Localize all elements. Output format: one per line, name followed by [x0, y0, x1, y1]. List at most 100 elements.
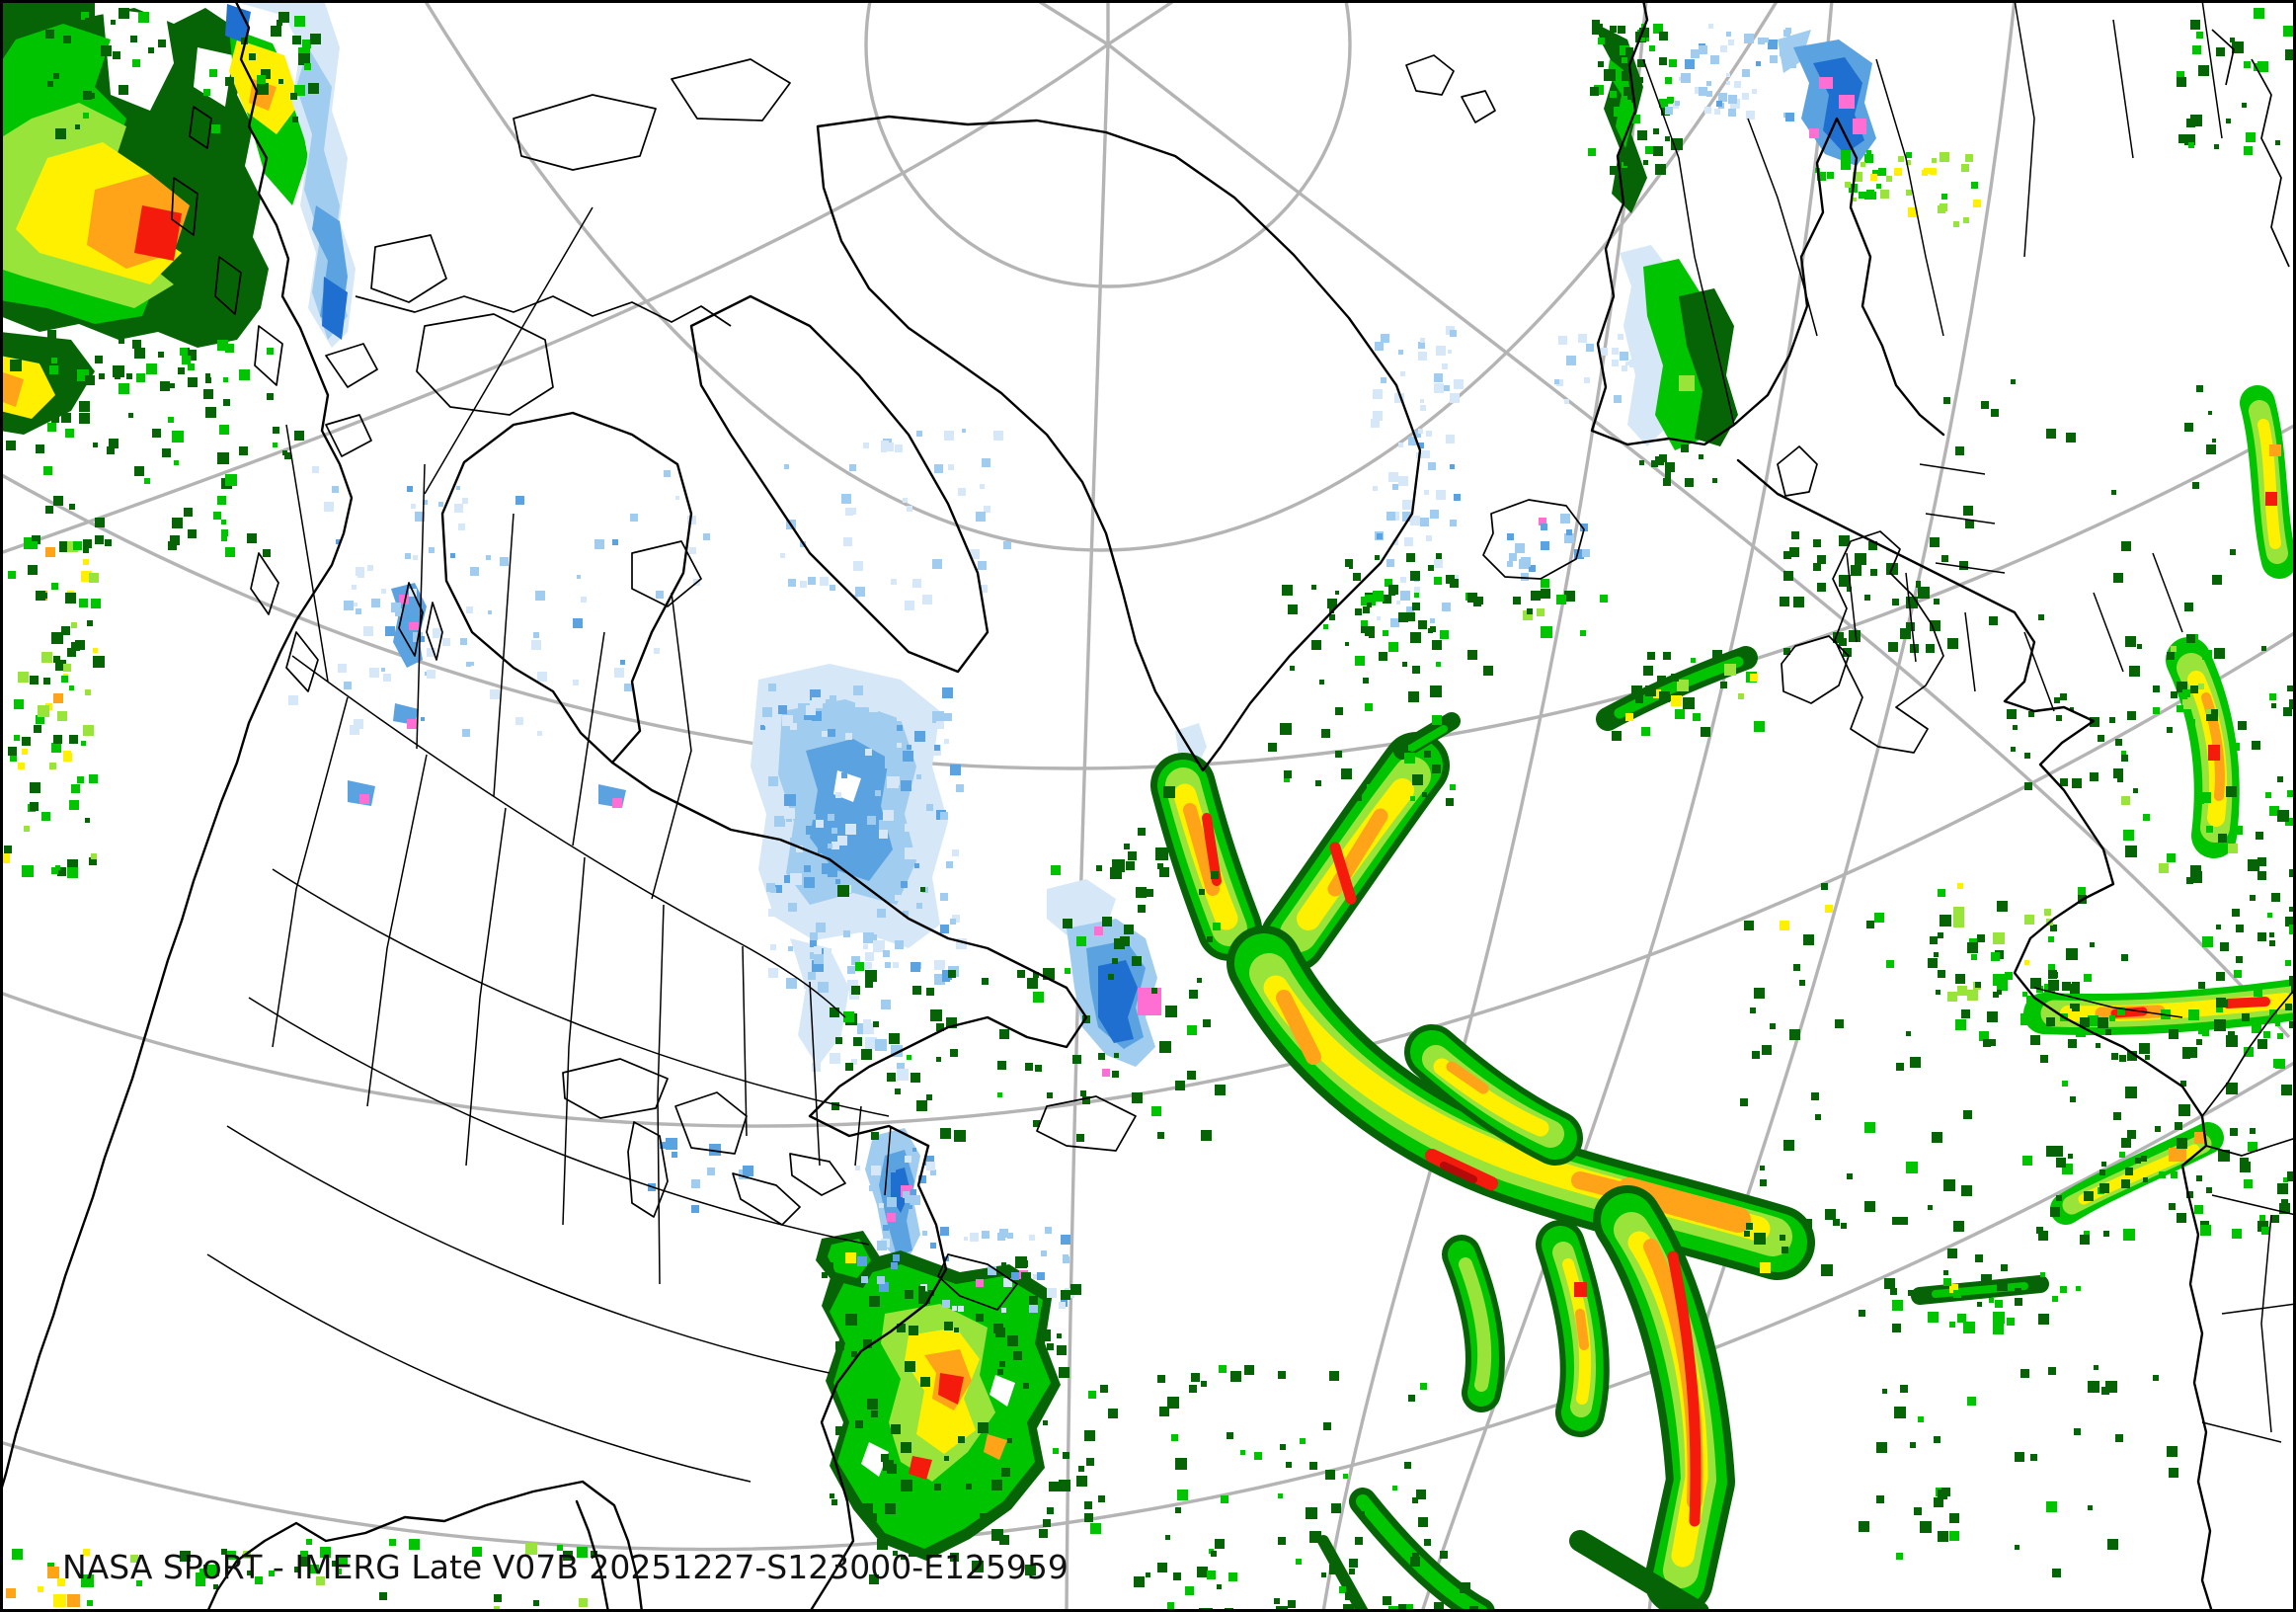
precip-speckles: [0, 8, 2296, 1612]
precip-speck: [1989, 1039, 1996, 1046]
precip-speck: [1408, 691, 1419, 702]
precip-speck: [205, 373, 210, 378]
precip-speck: [126, 373, 132, 379]
precip-speck: [1841, 160, 1851, 170]
precip-speck: [2194, 1205, 2203, 1214]
precip-speck: [2275, 1021, 2280, 1026]
precip-speck: [172, 518, 183, 528]
precip-speck: [73, 541, 82, 550]
precip-speck: [1515, 543, 1525, 553]
precip-speck: [1039, 1330, 1051, 1341]
precip-speck: [132, 59, 140, 67]
precip-speck: [1001, 1308, 1006, 1313]
precip-speck: [2279, 1203, 2290, 1214]
precip-speck: [845, 824, 856, 835]
precip-speck: [1943, 1278, 1951, 1286]
precip-speck: [1955, 1019, 1966, 1030]
precip-speck: [1523, 610, 1533, 620]
coast-europe-atlantic: [1736, 458, 2214, 1612]
precip-speck: [1758, 38, 1765, 44]
precip-speck: [1955, 974, 1965, 984]
precip-speck: [77, 776, 84, 783]
precip-speck: [306, 1539, 312, 1545]
precip-speck: [855, 695, 867, 707]
precip-speck: [1932, 1132, 1942, 1143]
precip-speck: [2230, 38, 2235, 42]
precip-speck: [806, 705, 816, 715]
precip-speck: [1671, 138, 1683, 150]
precip-speck: [875, 1039, 887, 1051]
precip-speck: [926, 988, 934, 996]
precip-speck: [830, 1008, 839, 1017]
precip-speck: [804, 917, 809, 922]
precip-speck: [2244, 61, 2251, 68]
precip-speck: [976, 512, 986, 522]
precip-speck: [2206, 709, 2211, 714]
precip-speck: [1390, 618, 1399, 627]
precip-speck: [897, 1324, 906, 1332]
meridian-central: [1065, 0, 1110, 1612]
precip-speck: [1410, 796, 1415, 801]
precip-speck: [2139, 1043, 2150, 1054]
precip-speck: [2084, 1231, 2090, 1237]
precip-speck: [810, 932, 818, 940]
precip-speck: [1383, 595, 1391, 604]
precip-speck: [865, 970, 877, 982]
precip-speck: [1084, 1513, 1093, 1522]
precip-speck: [824, 948, 831, 956]
precip-speck: [1699, 454, 1703, 459]
precip-speck: [2084, 1191, 2094, 1201]
precip-speck: [2283, 707, 2292, 716]
precip-speck: [847, 919, 858, 929]
precip-speck: [790, 723, 797, 730]
precip-speck: [2121, 1138, 2131, 1148]
precip-speck: [2048, 936, 2054, 942]
precip-speck: [1325, 1470, 1335, 1480]
precip-speck: [1398, 350, 1403, 355]
precip-speck: [1412, 603, 1420, 610]
great-lakes: [562, 1058, 846, 1226]
precip-speck: [1434, 1602, 1444, 1612]
precip-speck: [1076, 1476, 1087, 1487]
precip-speck: [1706, 91, 1712, 97]
precip-speck: [1936, 990, 1940, 995]
precip-speck: [49, 405, 58, 414]
precip-speck: [2281, 1199, 2288, 1206]
precip-speck: [1402, 500, 1412, 510]
precip-speck: [869, 1574, 879, 1584]
precip-speck: [18, 763, 25, 769]
precip-speck: [91, 853, 97, 859]
precip-speck: [1993, 974, 2005, 986]
precip-speck: [2232, 743, 2240, 751]
precip-speck: [1900, 1217, 1908, 1225]
precip-speck: [1404, 753, 1415, 764]
precip-speck: [1898, 156, 1904, 162]
precip-speck: [2289, 978, 2295, 984]
precip-speck: [1418, 342, 1425, 349]
coast-arctic-islands: [370, 58, 791, 607]
precip-speck: [612, 539, 618, 545]
precip-speck: [907, 703, 914, 711]
precip-speck: [298, 1557, 308, 1567]
precip-speck: [1398, 1604, 1409, 1612]
precip-speck: [1906, 160, 1911, 165]
precip-speck: [845, 508, 853, 516]
precip-speck: [1967, 942, 1978, 953]
precip-speck: [162, 448, 171, 457]
precip-speck: [1625, 362, 1629, 365]
precip-speck: [67, 648, 76, 657]
precip-speck: [1623, 156, 1633, 166]
precip-speck: [2070, 707, 2074, 711]
precip-speck: [1063, 1256, 1069, 1263]
precip-speck: [363, 626, 373, 636]
precip-speck: [818, 774, 827, 783]
precip-speck: [2232, 1229, 2242, 1239]
precip-speck: [946, 861, 953, 868]
precip-speck: [1813, 539, 1821, 547]
coast-baffin-island: [689, 294, 990, 674]
precip-speck: [591, 1551, 597, 1558]
precip-speck: [2153, 685, 2160, 692]
borders-canada-provinces: [285, 206, 692, 900]
precip-speck: [30, 802, 39, 811]
precip-speck: [2135, 1158, 2141, 1164]
